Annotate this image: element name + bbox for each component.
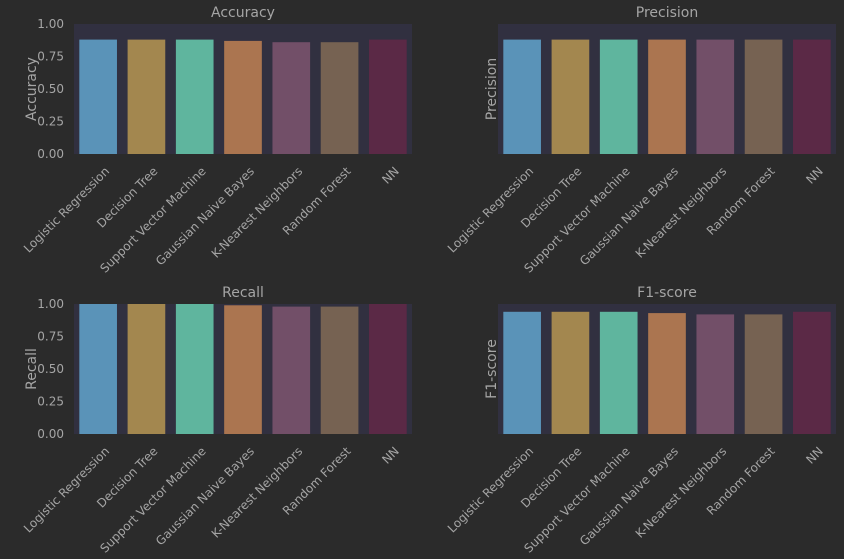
bar	[224, 305, 262, 434]
y-axis-label: Accuracy	[24, 57, 40, 121]
bar	[272, 306, 311, 434]
y-tick-label: 0.75	[37, 330, 64, 344]
y-tick-label: 0.50	[37, 82, 64, 96]
x-tick-label: NN	[379, 444, 402, 467]
bar	[175, 39, 214, 154]
y-axis-label: F1-score	[484, 339, 500, 399]
bar	[503, 39, 541, 154]
chart-panel-accuracy: Accuracy Accuracy 0.00 0.25 0.50 0.75 1.00 Logi…	[21, 5, 412, 276]
bar	[369, 304, 407, 434]
x-tick-label: Logistic Regression	[21, 444, 112, 535]
bar	[127, 304, 166, 434]
bar	[599, 39, 638, 154]
x-tick-label: Gaussian Naive Bayes	[153, 444, 257, 548]
x-tick-label: NN	[803, 164, 826, 187]
bar	[648, 313, 686, 434]
bar	[696, 314, 735, 434]
chart-title: F1-score	[637, 285, 697, 301]
y-tick-label: 1.00	[37, 297, 64, 311]
bar	[320, 306, 359, 434]
y-axis-label: Precision	[484, 58, 500, 120]
bar	[744, 39, 783, 154]
bar	[744, 314, 783, 434]
x-tick-label: Gaussian Naive Bayes	[577, 164, 681, 268]
bar	[127, 39, 166, 154]
x-tick-label: K-Nearest Neighbors	[633, 164, 730, 261]
y-tick-label: 1.00	[37, 17, 64, 31]
y-tick-label: 0.25	[37, 115, 64, 129]
y-tick-label: 0.75	[37, 50, 64, 64]
x-tick-label: NN	[803, 444, 826, 467]
x-tick-label: K-Nearest Neighbors	[633, 444, 730, 541]
x-tick-label: K-Nearest Neighbors	[209, 164, 306, 261]
chart-panel-recall: Recall Recall 0.00 0.25 0.50 0.75 1.00 Logistic…	[21, 285, 412, 556]
chart-title: Recall	[222, 285, 264, 301]
bar	[272, 42, 311, 155]
y-tick-label: 0.25	[37, 395, 64, 409]
bar	[320, 42, 359, 155]
x-tick-label: K-Nearest Neighbors	[209, 444, 306, 541]
x-tick-label: Logistic Regression	[21, 164, 112, 255]
bar	[599, 311, 638, 434]
x-tick-label: Logistic Regression	[445, 444, 536, 535]
bar	[503, 311, 541, 434]
bar	[175, 304, 214, 434]
y-axis-label: Recall	[24, 348, 40, 390]
x-tick-label: NN	[379, 164, 402, 187]
y-tick-label: 0.50	[37, 362, 64, 376]
bar	[648, 39, 686, 154]
x-tick-label: Gaussian Naive Bayes	[577, 444, 681, 548]
bar	[696, 39, 735, 154]
x-tick-label: Logistic Regression	[445, 164, 536, 255]
bar	[224, 40, 262, 154]
x-tick-label: Gaussian Naive Bayes	[153, 164, 257, 268]
bar	[551, 39, 590, 154]
bar	[793, 311, 831, 434]
bar	[551, 311, 590, 434]
bar	[369, 39, 407, 154]
y-tick-label: 0.00	[37, 147, 64, 161]
bar	[79, 39, 117, 154]
chart-title: Precision	[636, 5, 698, 21]
bar	[79, 304, 117, 434]
y-tick-label: 0.00	[37, 427, 64, 441]
bar	[793, 39, 831, 154]
chart-title: Accuracy	[211, 5, 275, 21]
